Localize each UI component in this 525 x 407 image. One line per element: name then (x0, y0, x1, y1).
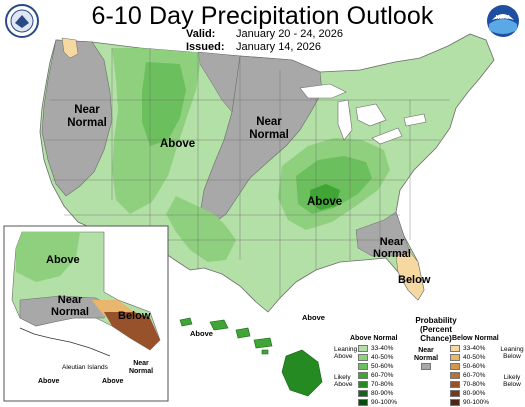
label-florida-below: Below (398, 274, 431, 286)
northern-plains-gray-strip (197, 51, 241, 113)
legend-bin-label: 40-50% (463, 354, 486, 361)
alaska-above-40-region (16, 232, 80, 282)
swatch-below-40-50 (450, 354, 460, 361)
label-east-above: Above (307, 196, 343, 208)
legend-likely-above: Likely Above (334, 374, 353, 388)
noaa-logo-icon: NOAA (487, 5, 519, 37)
swatch-below-70-80 (450, 381, 460, 388)
legend-near-normal-label: Near Normal (413, 347, 439, 362)
legend-bin-label: 70-80% (463, 381, 486, 388)
legend-bin-label: 80-90% (371, 390, 394, 397)
label-west-near-normal: Near Normal (67, 104, 107, 129)
swatch-above-40-50 (358, 354, 368, 361)
legend: Probability (Percent Chance) Above Norma… (334, 316, 524, 407)
swatch-above-50-60 (358, 363, 368, 370)
noaa-logo-text: NOAA (496, 15, 511, 21)
legend-likely-below: Likely Below (503, 374, 521, 388)
page-title: 6-10 Day Precipitation Outlook (91, 2, 434, 30)
label-alaska-near-normal: Near Normal (51, 294, 89, 318)
valid-label: Valid: (186, 28, 216, 40)
legend-bin-label: 50-60% (371, 363, 394, 370)
label-hawaii-above-west: Above (190, 329, 213, 338)
swatch-above-60-70 (358, 372, 368, 379)
aleutian-chain (19, 327, 111, 357)
swatch-below-50-60 (450, 363, 460, 370)
legend-below-column: 33-40% 40-50% 50-60% 60-70% 70-80% 80-90… (450, 344, 489, 407)
legend-bin-label: 90-100% (463, 399, 490, 406)
alaska-below-brown-region (104, 312, 160, 350)
legend-bin-label: 50-60% (463, 363, 486, 370)
swatch-below-80-90 (450, 390, 460, 397)
department-of-commerce-seal-icon (5, 4, 39, 38)
label-central-near-normal: Near Normal (249, 116, 289, 141)
legend-above-heading: Above Normal (350, 335, 398, 342)
legend-bin-label: 60-70% (463, 372, 486, 379)
swatch-above-80-90 (358, 390, 368, 397)
legend-below-heading: Below Normal (452, 335, 499, 342)
valid-value: January 20 - 24, 2026 (236, 28, 344, 40)
southern-plains-above-40-region (166, 196, 236, 262)
florida-below-region (395, 251, 425, 301)
legend-bin-label: 70-80% (371, 381, 394, 388)
legend-bin-label: 33-40% (371, 345, 394, 352)
swatch-near-normal (421, 363, 431, 370)
legend-bin-label: 60-70% (371, 372, 394, 379)
state-boundaries (45, 48, 450, 298)
label-aleutian-near-normal: Near Normal (128, 360, 154, 375)
legend-bin-label: 40-50% (371, 354, 394, 361)
legend-above-column: 33-40% 40-50% 50-60% 60-70% 70-80% 80-90… (358, 344, 397, 407)
rockies-above-50-region (142, 62, 186, 146)
label-aleutian-islands: Aleutian Islands (62, 364, 108, 371)
swatch-below-33-40 (450, 345, 460, 352)
legend-bin-label: 33-40% (463, 345, 486, 352)
legend-leaning-above: Leaning Above (334, 346, 358, 360)
label-hawaii-above-east: Above (302, 313, 325, 322)
date-block: Valid: January 20 - 24, 2026 Issued: Janua… (186, 28, 343, 54)
label-aleutian-above: Above (38, 378, 60, 385)
hawaii-islands (179, 317, 323, 397)
label-se-near-normal: Near Normal (373, 236, 411, 260)
issued-value: January 14, 2026 (236, 41, 322, 53)
alaska-inset (3, 225, 169, 402)
ohio-valley-above-60-region (310, 184, 340, 210)
swatch-below-60-70 (450, 372, 460, 379)
legend-bin-label: 80-90% (463, 390, 486, 397)
alaska-near-normal-region (19, 295, 111, 327)
swatch-above-70-80 (358, 381, 368, 388)
label-west-above: Above (160, 138, 196, 150)
legend-leaning-below: Leaning Below (500, 346, 524, 360)
label-aleutian-above-2: Above (102, 378, 124, 385)
legend-bin-label: 90-100% (371, 399, 398, 406)
label-alaska-below: Below (118, 310, 151, 322)
legend-title: Probability (Percent Chance) (415, 316, 457, 343)
label-alaska-above: Above (46, 254, 80, 266)
pacific-nw-below-region (61, 37, 79, 59)
issued-label: Issued: (186, 41, 225, 53)
great-lakes (299, 83, 427, 145)
west-near-normal-region (41, 39, 113, 197)
swatch-above-33-40 (358, 345, 368, 352)
